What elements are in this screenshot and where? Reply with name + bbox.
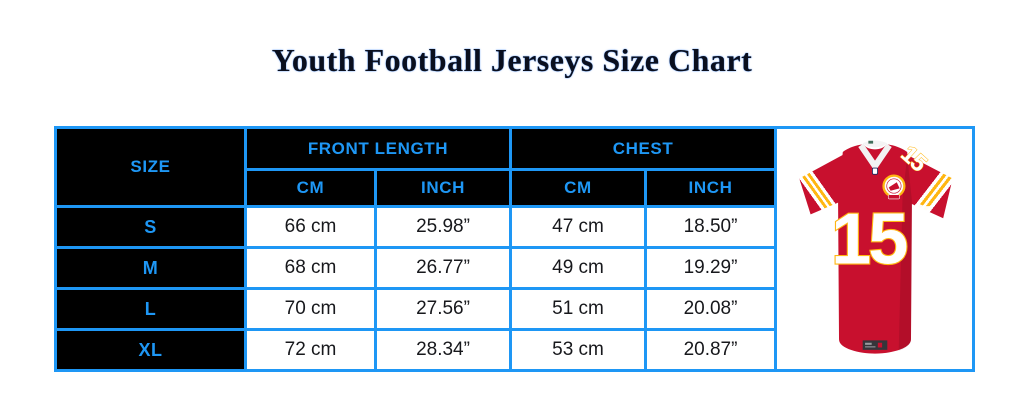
cell-front-cm: 70 cm: [244, 287, 377, 331]
jersey-inner-collar: [862, 140, 887, 148]
cell-chest-inch: 19.29”: [644, 246, 777, 290]
cell-front-inch: 26.77”: [374, 246, 512, 290]
cell-front-cm: 68 cm: [244, 246, 377, 290]
jersey-right-sleeve: [901, 153, 953, 219]
table-row-xl: XL 72 cm 28.34” 53 cm 20.87”: [54, 328, 974, 372]
cell-front-inch: 25.98”: [374, 205, 512, 249]
header-front-inch: INCH: [374, 168, 512, 208]
collar-label: [867, 140, 873, 144]
header-size: SIZE: [54, 126, 247, 208]
cell-front-cm: 72 cm: [244, 328, 377, 372]
size-label-l: L: [54, 287, 247, 331]
cell-chest-cm: 47 cm: [509, 205, 647, 249]
header-front-cm: CM: [244, 168, 377, 208]
header-chest: CHEST: [509, 126, 777, 171]
table-row-m: M 68 cm 26.77” 49 cm 19.29”: [54, 246, 974, 290]
jersey-chest-number: 15: [831, 200, 907, 280]
jersey-product-image: 15 15: [774, 126, 975, 372]
cell-chest-cm: 51 cm: [509, 287, 647, 331]
cell-front-inch: 28.34”: [374, 328, 512, 372]
nfl-shield-icon: [871, 167, 878, 175]
header-chest-inch: INCH: [644, 168, 777, 208]
jersey-side-shadow: [898, 155, 912, 351]
size-label-s: S: [54, 205, 247, 249]
cell-chest-cm: 49 cm: [509, 246, 647, 290]
cell-front-inch: 27.56”: [374, 287, 512, 331]
size-label-xl: XL: [54, 328, 247, 372]
cell-chest-cm: 53 cm: [509, 328, 647, 372]
cell-chest-inch: 20.08”: [644, 287, 777, 331]
header-chest-cm: CM: [509, 168, 647, 208]
header-front-length: FRONT LENGTH: [244, 126, 512, 171]
size-label-m: M: [54, 246, 247, 290]
cell-chest-inch: 20.87”: [644, 328, 777, 372]
nike-swoosh-icon: [916, 203, 936, 212]
cell-chest-inch: 18.50”: [644, 205, 777, 249]
size-chart-table: SIZE FRONT LENGTH CHEST: [54, 126, 975, 372]
cell-front-cm: 66 cm: [244, 205, 377, 249]
jersey-illustration: 15 15: [798, 140, 953, 354]
page-title: Youth Football Jerseys Size Chart: [271, 42, 753, 78]
jock-tag: [862, 340, 887, 350]
table-row-l: L 70 cm 27.56” 51 cm 20.08”: [54, 287, 974, 331]
jersey-left-sleeve: [798, 153, 850, 215]
jersey-vneck: [857, 143, 892, 170]
team-patch-icon: [881, 174, 905, 200]
table-row-s: S 66 cm 25.98” 47 cm 18.50”: [54, 205, 974, 249]
